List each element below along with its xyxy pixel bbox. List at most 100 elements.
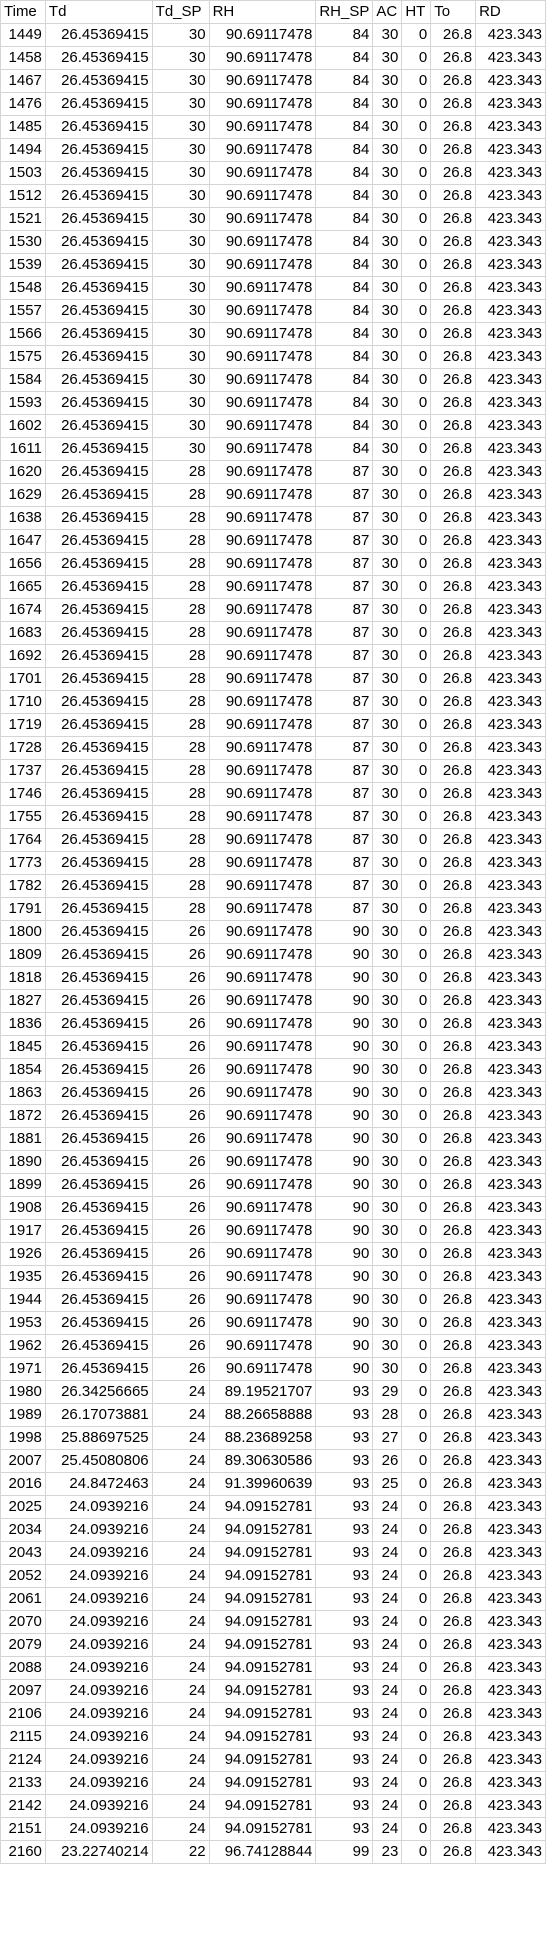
cell-rh[interactable]: 90.69117478 bbox=[208, 69, 317, 93]
cell-to[interactable]: 26.8 bbox=[430, 299, 477, 323]
cell-rd[interactable]: 423.343 bbox=[475, 943, 546, 967]
cell-time[interactable]: 2052 bbox=[0, 1564, 46, 1588]
cell-td[interactable]: 26.45369415 bbox=[44, 1104, 153, 1128]
cell-rh[interactable]: 90.69117478 bbox=[208, 1196, 317, 1220]
cell-rd[interactable]: 423.343 bbox=[475, 1633, 546, 1657]
cell-td[interactable]: 26.45369415 bbox=[44, 368, 153, 392]
cell-td[interactable]: 26.45369415 bbox=[44, 989, 153, 1013]
cell-to[interactable]: 26.8 bbox=[430, 92, 477, 116]
cell-to[interactable]: 26.8 bbox=[430, 966, 477, 990]
cell-rh-sp[interactable]: 87 bbox=[315, 483, 374, 507]
cell-ac[interactable]: 30 bbox=[372, 552, 403, 576]
cell-rd[interactable]: 423.343 bbox=[475, 989, 546, 1013]
cell-ac[interactable]: 30 bbox=[372, 138, 403, 162]
cell-rh[interactable]: 90.69117478 bbox=[208, 1219, 317, 1243]
cell-ac[interactable]: 30 bbox=[372, 1219, 403, 1243]
cell-td-sp[interactable]: 26 bbox=[151, 1288, 210, 1312]
cell-time[interactable]: 1494 bbox=[0, 138, 46, 162]
cell-rh[interactable]: 94.09152781 bbox=[208, 1725, 317, 1749]
cell-ht[interactable]: 0 bbox=[401, 414, 432, 438]
cell-time[interactable]: 1872 bbox=[0, 1104, 46, 1128]
cell-td-sp[interactable]: 26 bbox=[151, 966, 210, 990]
column-header-ht[interactable]: HT bbox=[401, 0, 432, 24]
cell-rh[interactable]: 90.69117478 bbox=[208, 345, 317, 369]
cell-ht[interactable]: 0 bbox=[401, 299, 432, 323]
cell-ht[interactable]: 0 bbox=[401, 920, 432, 944]
cell-rh-sp[interactable]: 90 bbox=[315, 1104, 374, 1128]
cell-rh[interactable]: 90.69117478 bbox=[208, 1035, 317, 1059]
cell-td-sp[interactable]: 24 bbox=[151, 1633, 210, 1657]
cell-time[interactable]: 1557 bbox=[0, 299, 46, 323]
cell-to[interactable]: 26.8 bbox=[430, 621, 477, 645]
cell-td[interactable]: 26.45369415 bbox=[44, 161, 153, 185]
cell-time[interactable]: 1944 bbox=[0, 1288, 46, 1312]
cell-rh[interactable]: 91.39960639 bbox=[208, 1472, 317, 1496]
cell-time[interactable]: 1521 bbox=[0, 207, 46, 231]
cell-ac[interactable]: 30 bbox=[372, 736, 403, 760]
cell-rd[interactable]: 423.343 bbox=[475, 1196, 546, 1220]
cell-ac[interactable]: 24 bbox=[372, 1610, 403, 1634]
cell-time[interactable]: 1926 bbox=[0, 1242, 46, 1266]
cell-rd[interactable]: 423.343 bbox=[475, 1265, 546, 1289]
cell-rh[interactable]: 90.69117478 bbox=[208, 1173, 317, 1197]
cell-td-sp[interactable]: 28 bbox=[151, 828, 210, 852]
cell-rh-sp[interactable]: 90 bbox=[315, 1127, 374, 1151]
cell-time[interactable]: 1809 bbox=[0, 943, 46, 967]
cell-ac[interactable]: 30 bbox=[372, 1127, 403, 1151]
cell-td[interactable]: 26.45369415 bbox=[44, 1081, 153, 1105]
cell-time[interactable]: 1908 bbox=[0, 1196, 46, 1220]
cell-td-sp[interactable]: 28 bbox=[151, 667, 210, 691]
cell-to[interactable]: 26.8 bbox=[430, 1288, 477, 1312]
cell-td-sp[interactable]: 26 bbox=[151, 1334, 210, 1358]
cell-rh[interactable]: 90.69117478 bbox=[208, 299, 317, 323]
cell-ac[interactable]: 30 bbox=[372, 690, 403, 714]
cell-to[interactable]: 26.8 bbox=[430, 414, 477, 438]
cell-ht[interactable]: 0 bbox=[401, 1541, 432, 1565]
cell-td-sp[interactable]: 28 bbox=[151, 598, 210, 622]
cell-to[interactable]: 26.8 bbox=[430, 1472, 477, 1496]
cell-time[interactable]: 1881 bbox=[0, 1127, 46, 1151]
cell-rh-sp[interactable]: 84 bbox=[315, 345, 374, 369]
cell-rh[interactable]: 90.69117478 bbox=[208, 92, 317, 116]
cell-ht[interactable]: 0 bbox=[401, 1771, 432, 1795]
cell-time[interactable]: 2070 bbox=[0, 1610, 46, 1634]
cell-rd[interactable]: 423.343 bbox=[475, 1380, 546, 1404]
cell-time[interactable]: 1503 bbox=[0, 161, 46, 185]
cell-rd[interactable]: 423.343 bbox=[475, 483, 546, 507]
cell-rh-sp[interactable]: 93 bbox=[315, 1518, 374, 1542]
cell-td-sp[interactable]: 26 bbox=[151, 1150, 210, 1174]
cell-to[interactable]: 26.8 bbox=[430, 207, 477, 231]
cell-rh-sp[interactable]: 87 bbox=[315, 782, 374, 806]
cell-ac[interactable]: 30 bbox=[372, 598, 403, 622]
cell-ht[interactable]: 0 bbox=[401, 1656, 432, 1680]
cell-ac[interactable]: 30 bbox=[372, 920, 403, 944]
cell-ac[interactable]: 29 bbox=[372, 1380, 403, 1404]
cell-ht[interactable]: 0 bbox=[401, 1725, 432, 1749]
cell-time[interactable]: 1737 bbox=[0, 759, 46, 783]
cell-ac[interactable]: 30 bbox=[372, 1150, 403, 1174]
cell-ht[interactable]: 0 bbox=[401, 1012, 432, 1036]
cell-td[interactable]: 24.0939216 bbox=[44, 1564, 153, 1588]
cell-to[interactable]: 26.8 bbox=[430, 1196, 477, 1220]
cell-ht[interactable]: 0 bbox=[401, 1495, 432, 1519]
cell-td[interactable]: 26.45369415 bbox=[44, 644, 153, 668]
cell-rh-sp[interactable]: 93 bbox=[315, 1748, 374, 1772]
cell-rh[interactable]: 90.69117478 bbox=[208, 1150, 317, 1174]
cell-td-sp[interactable]: 24 bbox=[151, 1380, 210, 1404]
cell-rd[interactable]: 423.343 bbox=[475, 1610, 546, 1634]
cell-ht[interactable]: 0 bbox=[401, 23, 432, 47]
cell-ht[interactable]: 0 bbox=[401, 1633, 432, 1657]
cell-to[interactable]: 26.8 bbox=[430, 920, 477, 944]
cell-time[interactable]: 1899 bbox=[0, 1173, 46, 1197]
cell-rh[interactable]: 94.09152781 bbox=[208, 1633, 317, 1657]
cell-rd[interactable]: 423.343 bbox=[475, 1081, 546, 1105]
cell-ht[interactable]: 0 bbox=[401, 1794, 432, 1818]
cell-rh-sp[interactable]: 84 bbox=[315, 276, 374, 300]
cell-ac[interactable]: 30 bbox=[372, 943, 403, 967]
cell-to[interactable]: 26.8 bbox=[430, 322, 477, 346]
cell-ht[interactable]: 0 bbox=[401, 1610, 432, 1634]
cell-td[interactable]: 25.45080806 bbox=[44, 1449, 153, 1473]
cell-ht[interactable]: 0 bbox=[401, 1472, 432, 1496]
cell-rd[interactable]: 423.343 bbox=[475, 759, 546, 783]
cell-rd[interactable]: 423.343 bbox=[475, 207, 546, 231]
